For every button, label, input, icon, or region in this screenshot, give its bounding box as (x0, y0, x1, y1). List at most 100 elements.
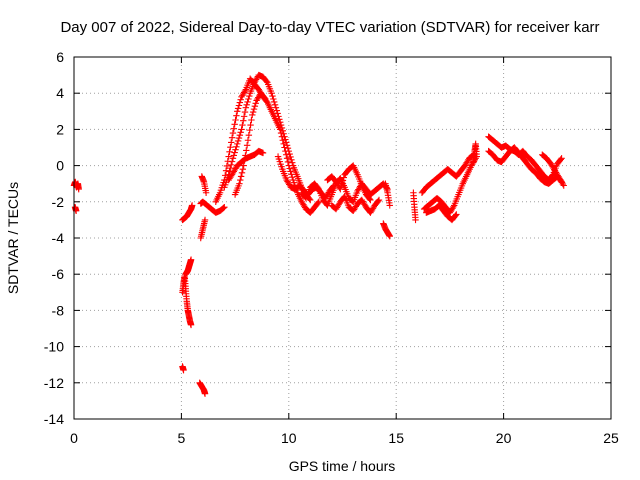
data-point (202, 189, 210, 196)
data-point (274, 110, 281, 117)
y-tick-label: -8 (52, 302, 65, 318)
data-point (268, 90, 275, 97)
data-point (252, 100, 259, 107)
data-point (228, 161, 235, 169)
data-point (222, 167, 230, 174)
data-point (242, 152, 249, 159)
y-tick-label: -14 (44, 411, 64, 427)
data-point (283, 155, 291, 162)
data-point (339, 177, 347, 184)
data-point (283, 142, 291, 149)
data-point (270, 95, 277, 103)
x-tick-label: 25 (603, 430, 619, 446)
data-point (236, 99, 244, 106)
data-point (286, 165, 293, 172)
data-point (223, 162, 231, 170)
data-point (279, 127, 286, 135)
data-point (241, 108, 249, 116)
data-point (243, 101, 250, 108)
data-point (275, 113, 282, 120)
data-point (240, 113, 248, 120)
data-point (230, 152, 238, 159)
y-tick-label: -12 (44, 375, 64, 391)
y-tick-label: 0 (56, 158, 64, 174)
data-point (277, 118, 284, 126)
data-point (221, 204, 228, 211)
x-tick-label: 0 (70, 430, 78, 446)
chart-points (70, 71, 567, 397)
y-tick-label: 4 (56, 85, 64, 101)
data-point (235, 134, 243, 142)
data-point (237, 129, 244, 136)
data-point (240, 117, 247, 124)
data-point (227, 143, 234, 151)
data-point (234, 108, 241, 115)
data-point (201, 390, 209, 397)
data-point (237, 96, 244, 103)
data-point (261, 94, 268, 101)
data-point (270, 98, 278, 106)
x-tick-label: 15 (388, 430, 404, 446)
data-point (231, 149, 238, 156)
data-point (340, 174, 347, 181)
data-point (243, 142, 251, 149)
data-point (287, 153, 294, 161)
data-point (245, 131, 253, 139)
data-point (241, 87, 249, 95)
data-point (240, 162, 247, 169)
data-point (228, 158, 236, 165)
data-point (452, 212, 459, 219)
data-point (386, 232, 393, 240)
data-point (314, 184, 322, 192)
data-point (228, 134, 236, 141)
data-point (284, 145, 292, 152)
data-point (232, 146, 239, 153)
x-tick-label: 20 (496, 430, 512, 446)
data-point (236, 180, 243, 187)
y-axis-label: SDTVAR / TECUs (5, 182, 21, 294)
data-point (239, 166, 247, 173)
data-point (558, 155, 565, 162)
data-point (234, 140, 241, 148)
data-point (229, 129, 237, 137)
chart-grid (74, 57, 611, 419)
chart-title: Day 007 of 2022, Sidereal Day-to-day VTE… (60, 19, 599, 36)
data-point (231, 121, 238, 128)
data-point (238, 126, 245, 133)
data-point (247, 121, 254, 129)
data-point (276, 116, 283, 123)
data-point (239, 121, 246, 129)
data-point (273, 107, 280, 114)
data-point (249, 108, 257, 116)
data-point (237, 173, 245, 180)
data-point (233, 112, 240, 119)
data-point (315, 198, 323, 205)
data-point (251, 103, 259, 110)
data-point (560, 182, 567, 189)
data-point (453, 211, 460, 218)
data-point (220, 204, 227, 212)
data-point (225, 153, 232, 160)
y-tick-label: -2 (52, 194, 65, 210)
data-point (246, 126, 253, 134)
data-point (238, 169, 246, 177)
data-point (287, 168, 294, 175)
data-point (243, 147, 250, 154)
data-point (450, 203, 457, 211)
data-point (375, 196, 383, 204)
data-point (366, 195, 373, 203)
data-point (374, 197, 382, 205)
data-point (242, 104, 250, 111)
y-tick-label: 6 (56, 49, 64, 65)
data-point (277, 121, 285, 129)
data-point (286, 150, 293, 158)
data-point (338, 180, 346, 187)
data-point (280, 130, 287, 137)
x-tick-label: 5 (178, 430, 186, 446)
data-point (386, 202, 393, 209)
data-point (269, 92, 276, 100)
data-point (289, 173, 296, 181)
data-point (288, 156, 295, 164)
data-point (230, 125, 238, 132)
data-point (75, 185, 82, 193)
